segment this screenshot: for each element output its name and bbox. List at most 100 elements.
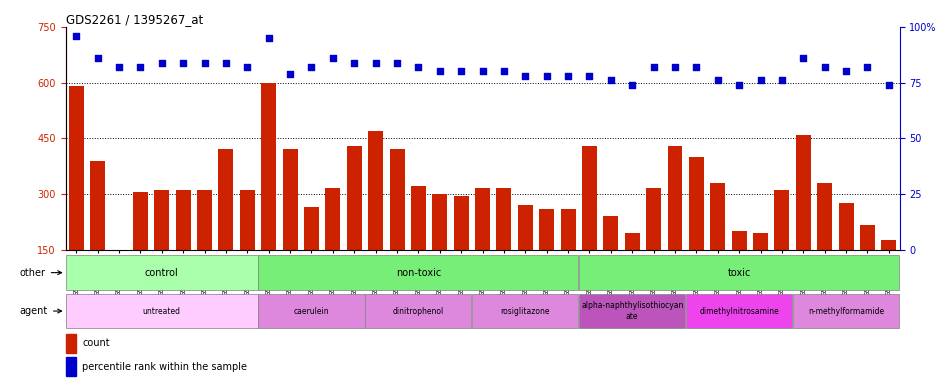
Point [753,77,768,83]
Point [475,68,490,74]
Text: non-toxic: non-toxic [395,268,441,278]
Bar [303,207,318,305]
Bar [518,205,533,305]
Point [795,55,810,61]
Bar [66,255,257,290]
Point [518,73,533,79]
Text: alpha-naphthylisothiocyan
ate: alpha-naphthylisothiocyan ate [580,301,682,321]
Point [368,60,383,66]
Bar [325,189,340,305]
Point [90,55,105,61]
Bar [792,294,899,328]
Point [731,82,746,88]
Bar [257,255,578,290]
Text: untreated: untreated [142,306,181,316]
Point [816,64,831,70]
Point [538,73,553,79]
Text: control: control [145,268,179,278]
Bar [176,190,190,305]
Bar [881,240,896,305]
Bar [283,149,298,305]
Bar [133,192,148,305]
Bar [389,149,404,305]
Bar [453,196,468,305]
Text: rosiglitazone: rosiglitazone [500,306,549,316]
Point [346,60,361,66]
Bar [773,190,788,305]
Bar [795,134,810,305]
Point [560,73,575,79]
Point [838,68,853,74]
Point [624,82,639,88]
Bar [709,183,724,305]
Bar [753,233,768,305]
Text: n-methylformamide: n-methylformamide [807,306,884,316]
Text: caerulein: caerulein [293,306,329,316]
Bar [688,157,703,305]
Text: other: other [20,268,62,278]
Text: percentile rank within the sample: percentile rank within the sample [82,362,247,372]
Point [303,64,318,70]
Point [773,77,788,83]
Bar [68,86,83,305]
Bar [496,189,511,305]
Bar [624,233,639,305]
Point [411,64,426,70]
Point [496,68,511,74]
Bar [838,203,853,305]
Bar [257,294,364,328]
Bar [66,334,77,353]
Bar [859,225,874,305]
Point [431,68,446,74]
Bar [578,255,899,290]
Point [581,73,596,79]
Bar [538,209,553,305]
Bar [66,357,77,376]
Point [261,35,276,41]
Bar [66,294,257,328]
Point [154,60,169,66]
Text: dinitrophenol: dinitrophenol [392,306,444,316]
Point [603,77,618,83]
Bar [666,146,681,305]
Bar [197,190,212,305]
Bar [154,190,169,305]
Bar [603,216,618,305]
Text: dimethylnitrosamine: dimethylnitrosamine [698,306,778,316]
Point [666,64,681,70]
Point [859,64,874,70]
Bar [816,183,831,305]
Text: agent: agent [20,306,62,316]
Bar [368,131,383,305]
Point [111,64,126,70]
Bar [578,294,684,328]
Bar [685,294,791,328]
Point [68,33,83,39]
Point [709,77,724,83]
Point [218,60,233,66]
Bar [240,190,255,305]
Text: toxic: toxic [726,268,750,278]
Bar [111,250,126,305]
Point [688,64,703,70]
Bar [431,194,446,305]
Bar [364,294,471,328]
Point [133,64,148,70]
Bar [646,189,661,305]
Point [325,55,340,61]
Text: GDS2261 / 1395267_at: GDS2261 / 1395267_at [66,13,202,26]
Bar [90,161,105,305]
Bar [218,149,233,305]
Text: count: count [82,338,110,348]
Point [453,68,468,74]
Bar [411,187,426,305]
Bar [731,231,746,305]
Point [176,60,191,66]
Bar [475,189,490,305]
Point [197,60,212,66]
Bar [581,146,596,305]
Point [283,71,298,77]
Bar [560,209,575,305]
Point [881,82,896,88]
Bar [261,83,276,305]
